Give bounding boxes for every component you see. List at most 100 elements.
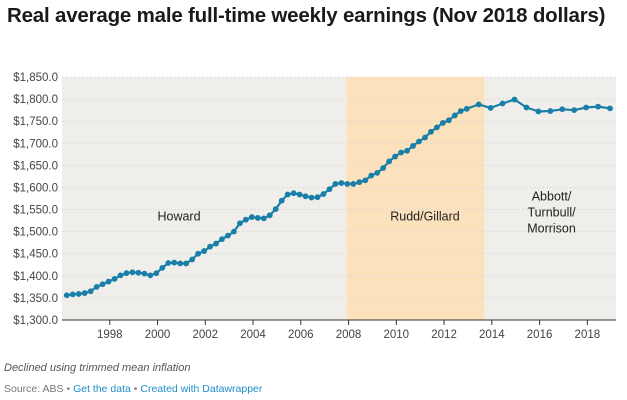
period-band [484, 77, 616, 320]
datawrapper-link[interactable]: Created with Datawrapper [140, 383, 263, 395]
data-point [404, 147, 410, 154]
data-point [195, 250, 202, 257]
chart-note: Declined using trimmed mean inflation [4, 362, 191, 374]
data-point [475, 101, 482, 108]
data-point [439, 120, 446, 126]
data-point [356, 179, 363, 186]
data-point [165, 260, 172, 266]
data-point [422, 134, 428, 141]
data-point [284, 191, 291, 198]
y-tick-label: $1,400.0 [13, 271, 58, 283]
x-tick-label: 2016 [527, 329, 553, 341]
x-tick-label: 2010 [384, 329, 410, 341]
data-point [410, 143, 416, 149]
data-point [278, 197, 285, 204]
chart-source: Source: ABS • Get the data • Created wit… [4, 383, 262, 395]
data-point [398, 149, 404, 156]
y-tick-label: $1,350.0 [13, 293, 58, 305]
x-axis-ticks: 1998 2000 2002 2004 2006 2008 2010 2012 2014 2016… [97, 320, 600, 341]
data-point [463, 105, 470, 112]
data-point [123, 270, 130, 277]
data-point [374, 169, 381, 176]
period-label: Rudd/Gillard [390, 210, 460, 224]
data-point [338, 180, 345, 186]
data-point [290, 190, 297, 197]
data-point [302, 193, 309, 200]
x-tick-label: 2006 [288, 329, 314, 341]
data-point [219, 236, 225, 243]
data-point [266, 212, 273, 219]
data-point [583, 104, 590, 111]
period-label: Howard [157, 210, 200, 224]
data-point [344, 181, 351, 187]
data-point [571, 107, 578, 114]
data-point [595, 103, 601, 110]
data-point [511, 96, 518, 103]
y-tick-label: $1,600.0 [13, 182, 58, 194]
data-point [350, 181, 357, 187]
data-point [237, 220, 243, 227]
data-point [111, 276, 118, 282]
data-point [380, 165, 387, 171]
data-point [248, 214, 255, 220]
data-point [207, 243, 213, 250]
data-point [213, 240, 219, 247]
x-tick-label: 1998 [97, 329, 123, 341]
data-point [296, 191, 303, 198]
data-point [93, 283, 100, 290]
chart-title: Real average male full-time weekly earni… [7, 4, 606, 27]
data-point [457, 108, 464, 114]
data-point [153, 270, 160, 277]
data-point [117, 272, 124, 279]
data-point [177, 260, 184, 267]
y-tick-label: $1,500.0 [13, 227, 58, 239]
data-point [242, 216, 249, 223]
data-point [362, 177, 369, 184]
get-data-link[interactable]: Get the data [73, 383, 131, 395]
data-point [129, 269, 136, 276]
gridlines [62, 76, 616, 321]
y-tick-label: $1,650.0 [13, 160, 58, 172]
separator: • [66, 383, 71, 395]
data-point [75, 291, 82, 297]
data-point [147, 272, 154, 279]
period-band [346, 77, 485, 320]
data-point [99, 281, 106, 288]
x-tick-label: 2008 [336, 329, 362, 341]
data-point [320, 191, 327, 197]
data-point [607, 105, 613, 112]
data-point [201, 248, 207, 254]
data-point [272, 206, 279, 213]
y-tick-label: $1,450.0 [13, 249, 58, 261]
data-point [141, 270, 148, 277]
data-point [69, 291, 76, 298]
y-tick-label: $1,550.0 [13, 205, 58, 217]
data-point [416, 138, 422, 145]
data-point [81, 290, 88, 296]
data-point [499, 100, 506, 107]
y-tick-label: $1,700.0 [13, 138, 58, 150]
data-point [392, 153, 399, 160]
x-tick-label: 2002 [192, 329, 218, 341]
x-tick-label: 2000 [145, 329, 171, 341]
y-tick-label: $1,800.0 [13, 94, 58, 106]
separator: • [133, 383, 138, 395]
x-tick-label: 2004 [240, 329, 266, 341]
period-label: Abbott/Turnbull/Morrison [527, 190, 576, 236]
data-point [105, 278, 112, 285]
data-point [445, 117, 452, 124]
data-point [231, 228, 237, 235]
x-tick-label: 2018 [575, 329, 601, 341]
data-point [559, 106, 566, 113]
data-point [487, 105, 494, 111]
data-point [332, 181, 339, 187]
data-point [63, 292, 70, 299]
y-axis-ticks: $1,300.0 $1,350.0 $1,400.0 $1,450.0 $1,500.0… [13, 72, 58, 327]
period-annotations: Howard Rudd/Gillard Abbott/Turnbull/Morris… [157, 190, 576, 236]
data-point [386, 158, 393, 165]
y-tick-label: $1,300.0 [13, 315, 58, 327]
data-point [254, 215, 261, 221]
data-point [434, 124, 440, 131]
data-point [451, 112, 458, 119]
